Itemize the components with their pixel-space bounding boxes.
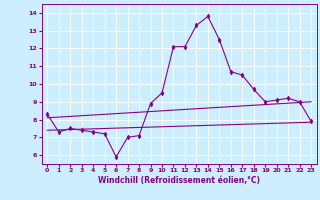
X-axis label: Windchill (Refroidissement éolien,°C): Windchill (Refroidissement éolien,°C) (98, 176, 260, 185)
